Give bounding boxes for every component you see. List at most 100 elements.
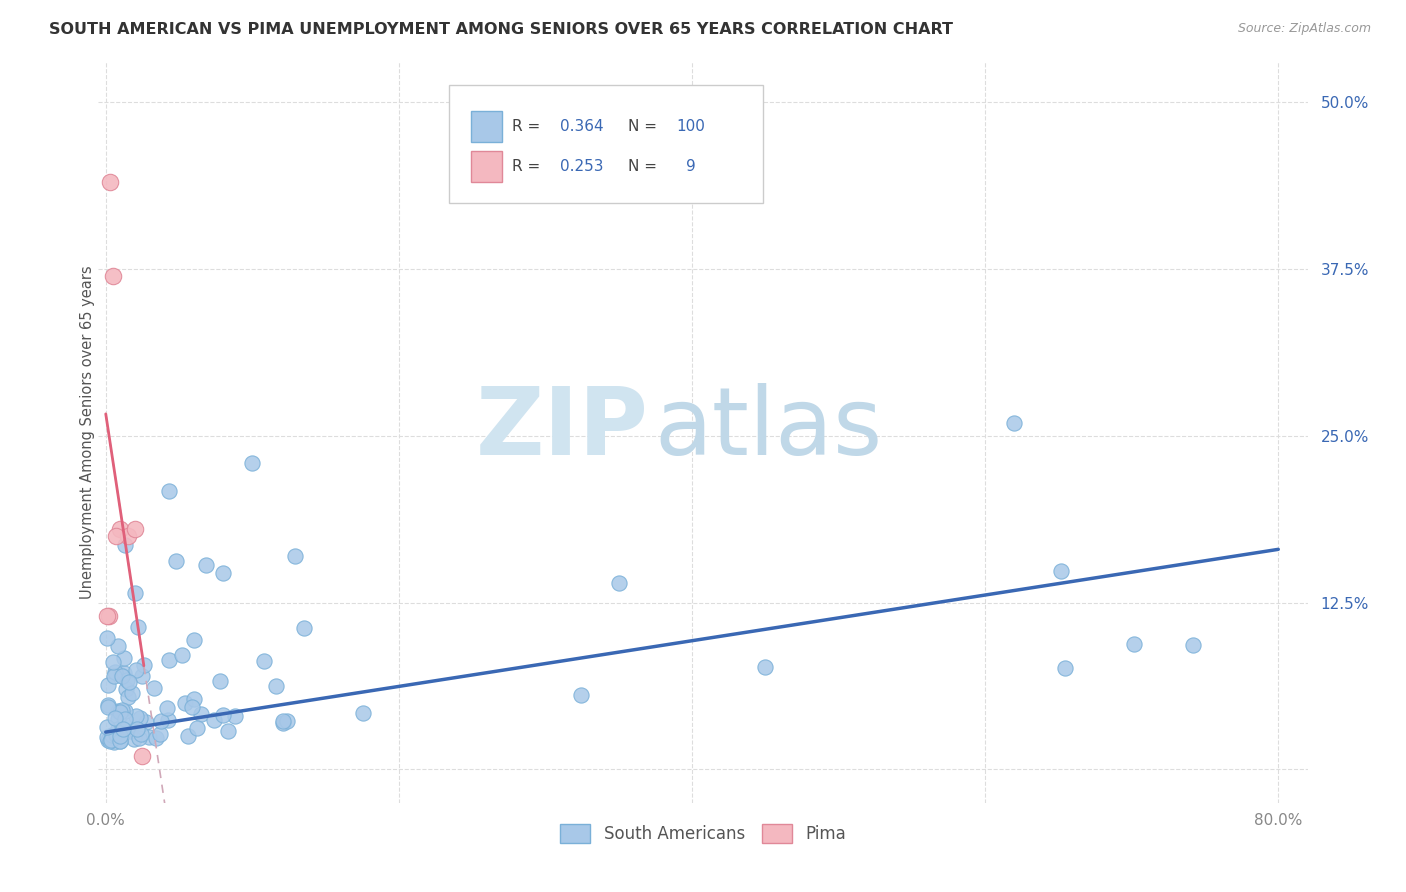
Point <box>131 669 153 683</box>
Point <box>111 722 134 736</box>
Point <box>138 731 160 745</box>
Point <box>266 679 288 693</box>
Point <box>273 714 295 728</box>
Point <box>118 723 141 738</box>
Point <box>114 712 136 726</box>
Point <box>1004 416 1026 430</box>
Text: N =: N = <box>628 160 662 174</box>
Point <box>1181 638 1204 652</box>
FancyBboxPatch shape <box>471 111 502 142</box>
Point <box>1053 661 1076 675</box>
Point <box>105 529 128 543</box>
Text: 0.364: 0.364 <box>561 119 605 134</box>
Point <box>209 673 232 688</box>
Point <box>142 681 165 696</box>
Point <box>276 714 298 728</box>
Point <box>149 727 172 741</box>
Point <box>117 529 139 543</box>
Point <box>177 730 200 744</box>
Text: ZIP: ZIP <box>475 383 648 475</box>
Point <box>103 735 125 749</box>
Point <box>118 675 141 690</box>
Point <box>107 639 129 653</box>
Point <box>105 728 128 742</box>
Point <box>240 456 263 470</box>
Point <box>101 655 124 669</box>
Point <box>157 653 180 667</box>
Point <box>212 566 235 580</box>
Point <box>125 708 148 723</box>
Point <box>111 722 134 736</box>
Point <box>173 696 195 710</box>
Point <box>112 650 135 665</box>
Point <box>124 586 146 600</box>
Point <box>115 682 138 697</box>
Point <box>186 721 208 735</box>
Point <box>112 713 135 727</box>
Text: 100: 100 <box>676 119 706 134</box>
Point <box>125 663 148 677</box>
Point <box>292 621 315 635</box>
Y-axis label: Unemployment Among Seniors over 65 years: Unemployment Among Seniors over 65 years <box>80 266 94 599</box>
Point <box>271 715 294 730</box>
Point <box>754 660 776 674</box>
Point <box>96 730 118 744</box>
Point <box>135 715 157 730</box>
Text: 0.253: 0.253 <box>561 160 603 174</box>
Point <box>183 632 205 647</box>
Text: R =: R = <box>512 160 546 174</box>
Legend: South Americans, Pima: South Americans, Pima <box>554 817 852 850</box>
Point <box>111 724 134 739</box>
Point <box>104 710 127 724</box>
Point <box>101 268 124 283</box>
Point <box>157 713 180 727</box>
Point <box>96 609 118 624</box>
Point <box>181 700 204 714</box>
Point <box>128 731 150 746</box>
Point <box>110 522 132 536</box>
Point <box>131 749 153 764</box>
Point <box>104 665 127 679</box>
Point <box>122 732 145 747</box>
Point <box>190 707 212 722</box>
Point <box>121 686 143 700</box>
Point <box>96 720 118 734</box>
Point <box>157 483 180 498</box>
Point <box>104 728 127 742</box>
Point <box>224 709 246 723</box>
Point <box>128 711 150 725</box>
Text: N =: N = <box>628 119 662 134</box>
Point <box>98 176 121 190</box>
Point <box>117 690 139 705</box>
Point <box>165 554 187 568</box>
Point <box>607 575 630 590</box>
Point <box>100 732 122 747</box>
Point <box>96 698 118 713</box>
Point <box>569 688 592 702</box>
Point <box>98 734 121 748</box>
Point <box>101 730 124 744</box>
Point <box>155 700 177 714</box>
Point <box>110 705 132 719</box>
Point <box>114 538 136 552</box>
Point <box>145 731 167 746</box>
Point <box>111 703 134 717</box>
Text: Source: ZipAtlas.com: Source: ZipAtlas.com <box>1237 22 1371 36</box>
Text: SOUTH AMERICAN VS PIMA UNEMPLOYMENT AMONG SENIORS OVER 65 YEARS CORRELATION CHAR: SOUTH AMERICAN VS PIMA UNEMPLOYMENT AMON… <box>49 22 953 37</box>
Point <box>352 706 374 721</box>
Point <box>124 522 146 536</box>
Point <box>127 723 149 737</box>
Point <box>114 704 136 718</box>
Point <box>103 669 125 683</box>
Point <box>96 631 118 645</box>
Point <box>195 558 218 573</box>
Text: R =: R = <box>512 119 546 134</box>
Point <box>202 713 225 727</box>
Point <box>111 668 134 682</box>
Point <box>101 728 124 742</box>
Point <box>183 691 205 706</box>
Point <box>110 667 132 681</box>
Point <box>107 704 129 718</box>
FancyBboxPatch shape <box>449 85 763 203</box>
Point <box>1050 564 1073 578</box>
